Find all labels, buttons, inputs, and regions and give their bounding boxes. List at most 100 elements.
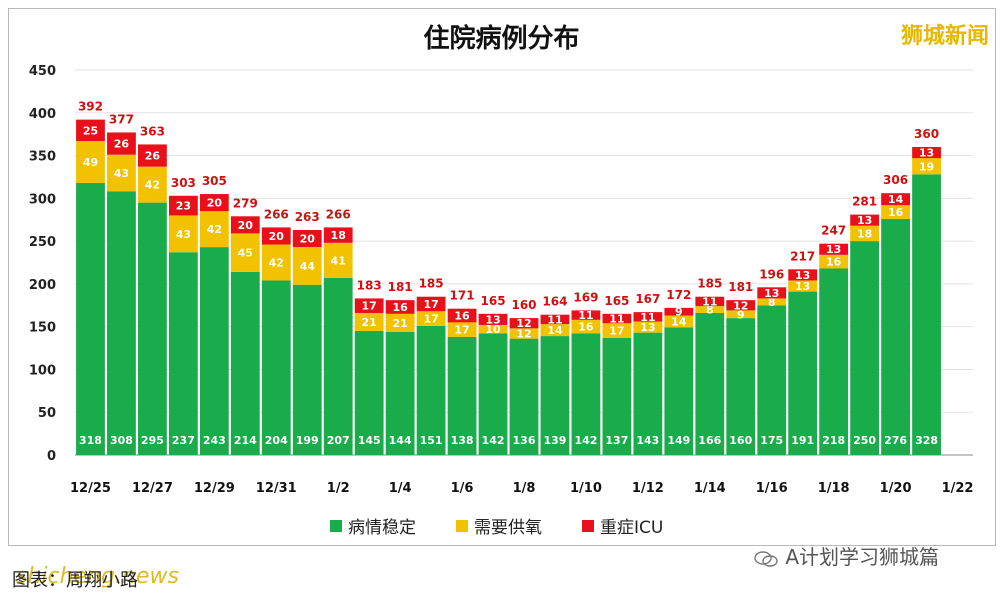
data-label-icu: 12 <box>733 299 748 312</box>
bar-segment-stable <box>76 182 105 455</box>
bar-segment-stable <box>199 247 229 455</box>
data-label-oxygen: 19 <box>919 160 934 173</box>
data-label-stable: 136 <box>513 434 536 447</box>
bar-segment-oxygen <box>509 328 539 339</box>
data-label-icu: 20 <box>207 197 223 210</box>
data-label-icu: 26 <box>145 150 161 163</box>
data-label-icu: 16 <box>392 301 408 314</box>
bar-segment-stable <box>602 337 632 455</box>
bar-segment-oxygen <box>633 321 663 333</box>
bar-segment-stable <box>633 332 663 455</box>
bar-segment-icu <box>695 296 725 307</box>
bar-segment-stable <box>695 312 725 455</box>
bar-segment-stable <box>261 280 291 455</box>
bar-segment-stable <box>354 330 384 455</box>
y-tick-label: 0 <box>47 449 56 464</box>
bar-segment-stable <box>664 327 694 455</box>
legend-label-icu: 重症ICU <box>600 518 664 538</box>
bar-segment-oxygen <box>850 225 880 242</box>
data-label-icu: 23 <box>176 200 191 213</box>
total-label: 165 <box>481 294 506 308</box>
bar-segment-oxygen <box>107 154 136 192</box>
data-label-stable: 151 <box>420 434 443 447</box>
data-label-oxygen: 49 <box>83 156 98 169</box>
total-label: 266 <box>326 207 351 221</box>
data-label-icu: 13 <box>826 243 841 256</box>
y-tick-label: 350 <box>29 150 56 165</box>
data-label-stable: 166 <box>698 434 721 447</box>
data-label-oxygen: 10 <box>485 323 501 336</box>
bar-segment-icu <box>788 269 818 281</box>
x-tick-label: 1/8 <box>513 481 536 496</box>
x-tick-label: 12/29 <box>194 481 235 496</box>
bar-segment-icu <box>540 314 570 325</box>
bar-segment-oxygen <box>881 205 910 219</box>
data-label-icu: 13 <box>919 147 934 160</box>
data-label-icu: 9 <box>675 306 683 319</box>
chart-title: 住院病例分布 <box>423 24 580 54</box>
bar-segment-stable <box>788 291 818 455</box>
data-label-stable: 218 <box>822 434 845 447</box>
data-label-oxygen: 17 <box>423 313 438 326</box>
data-label-oxygen: 42 <box>269 257 284 270</box>
bar-segment-icu <box>571 310 601 320</box>
data-label-oxygen: 43 <box>176 228 191 241</box>
x-tick-label: 1/16 <box>756 481 788 496</box>
data-label-stable: 295 <box>141 434 164 447</box>
total-label: 196 <box>759 267 784 281</box>
data-label-icu: 14 <box>888 193 904 206</box>
bar-segment-oxygen <box>912 158 941 175</box>
data-label-oxygen: 42 <box>207 223 222 236</box>
bar-segment-icu <box>726 300 756 311</box>
data-label-stable: 328 <box>915 434 938 447</box>
total-label: 281 <box>852 195 877 209</box>
bar-segment-oxygen <box>726 310 756 319</box>
legend-label-stable: 病情稳定 <box>348 518 416 538</box>
chart-legend: 病情稳定 需要供氧 重症ICU <box>330 513 663 538</box>
brand-logo-text: 狮城新闻 <box>900 24 989 49</box>
data-label-icu: 13 <box>764 287 779 300</box>
y-tick-label: 400 <box>29 107 56 122</box>
data-label-stable: 142 <box>482 434 505 447</box>
bar-segment-icu <box>478 313 508 325</box>
data-label-oxygen: 18 <box>857 227 872 240</box>
bar-segment-stable <box>385 331 415 455</box>
data-label-oxygen: 16 <box>826 256 842 269</box>
data-label-oxygen: 13 <box>795 280 810 293</box>
bar-segment-icu <box>633 312 663 322</box>
legend-swatch-icu <box>582 519 594 532</box>
total-label: 171 <box>450 289 475 303</box>
data-label-icu: 20 <box>269 230 285 243</box>
total-label: 305 <box>202 174 227 188</box>
legend-swatch-stable <box>330 519 342 532</box>
bar-segment-oxygen <box>76 141 105 183</box>
bar-segment-icu <box>509 318 539 329</box>
total-label: 360 <box>914 127 939 141</box>
data-label-oxygen: 13 <box>640 321 655 334</box>
y-tick-label: 150 <box>29 321 56 336</box>
bar-segment-stable <box>323 277 353 455</box>
data-label-oxygen: 16 <box>888 206 904 219</box>
data-label-icu: 25 <box>83 124 98 137</box>
data-label-oxygen: 14 <box>547 324 563 337</box>
total-label: 167 <box>635 292 660 306</box>
bar-segment-oxygen <box>664 315 694 328</box>
bar-segment-stable <box>540 336 570 455</box>
data-label-oxygen: 44 <box>300 260 316 273</box>
wechat-icon <box>754 550 778 567</box>
bar-segment-stable <box>881 218 910 455</box>
y-tick-label: 450 <box>29 64 56 79</box>
bar-segment-icu <box>881 193 910 206</box>
legend-swatch-oxygen <box>456 519 468 532</box>
data-label-oxygen: 43 <box>114 167 129 180</box>
bar-segment-icu <box>664 307 694 316</box>
data-label-icu: 17 <box>362 300 377 313</box>
bar-segment-icu <box>757 287 787 299</box>
data-label-oxygen: 8 <box>706 304 714 317</box>
bar-segment-icu <box>138 144 167 167</box>
data-label-stable: 204 <box>265 434 288 447</box>
data-label-stable: 207 <box>327 434 350 447</box>
total-label: 181 <box>728 280 753 294</box>
bar-segment-icu <box>292 229 322 248</box>
data-label-icu: 11 <box>609 313 624 326</box>
